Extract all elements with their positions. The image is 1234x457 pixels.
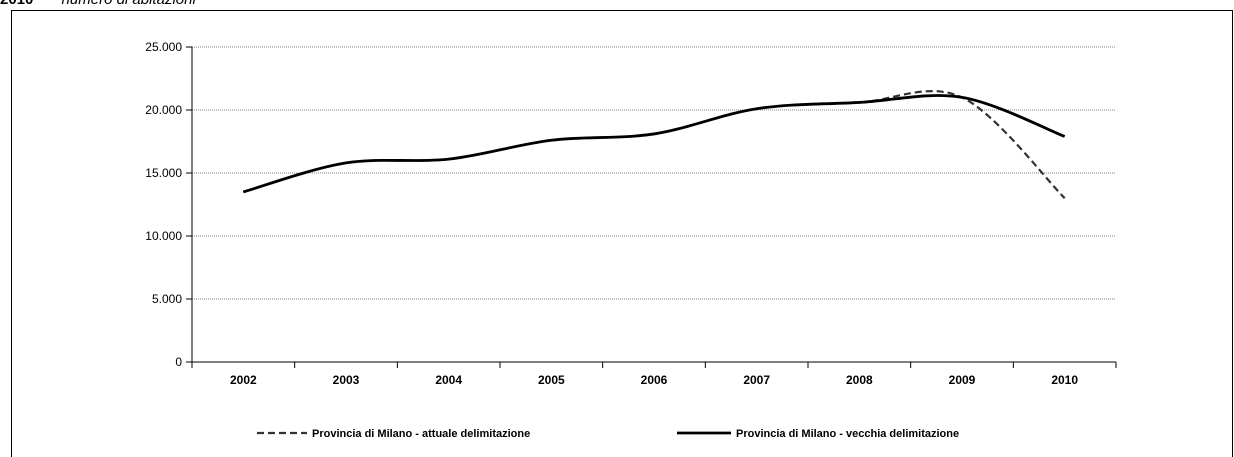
y-tick-label: 10.000	[145, 229, 182, 243]
caption-unit: numero di abitazioni	[62, 0, 196, 8]
x-tick-label-2006: 2006	[641, 373, 668, 387]
x-tick-label-2009: 2009	[949, 373, 976, 387]
series-line-1	[243, 90, 1066, 199]
x-tick-label-2002: 2002	[230, 373, 257, 387]
x-tick-label-2005: 2005	[538, 373, 565, 387]
chart-caption: 2010 numero di abitazioni	[0, 0, 196, 8]
x-tick-label-2010: 2010	[1051, 373, 1078, 387]
y-tick-label: 0	[175, 355, 182, 369]
x-tick-label-2007: 2007	[743, 373, 770, 387]
y-tick-label: 15.000	[145, 166, 182, 180]
series-line-2	[242, 94, 1066, 194]
y-tick-label: 5.000	[152, 292, 182, 306]
legend-label-1: Provincia di Milano - attuale delimitazi…	[312, 428, 530, 440]
y-tick-label: 20.000	[145, 103, 182, 117]
y-tick-label: 25.000	[145, 40, 182, 54]
x-tick-label-2004: 2004	[435, 373, 462, 387]
legend-label-2: Provincia di Milano - vecchia delimitazi…	[736, 428, 959, 440]
caption-year: 2010	[0, 0, 33, 8]
x-tick-label-2008: 2008	[846, 373, 873, 387]
chart-frame	[11, 10, 1233, 457]
x-tick-label-2003: 2003	[333, 373, 360, 387]
